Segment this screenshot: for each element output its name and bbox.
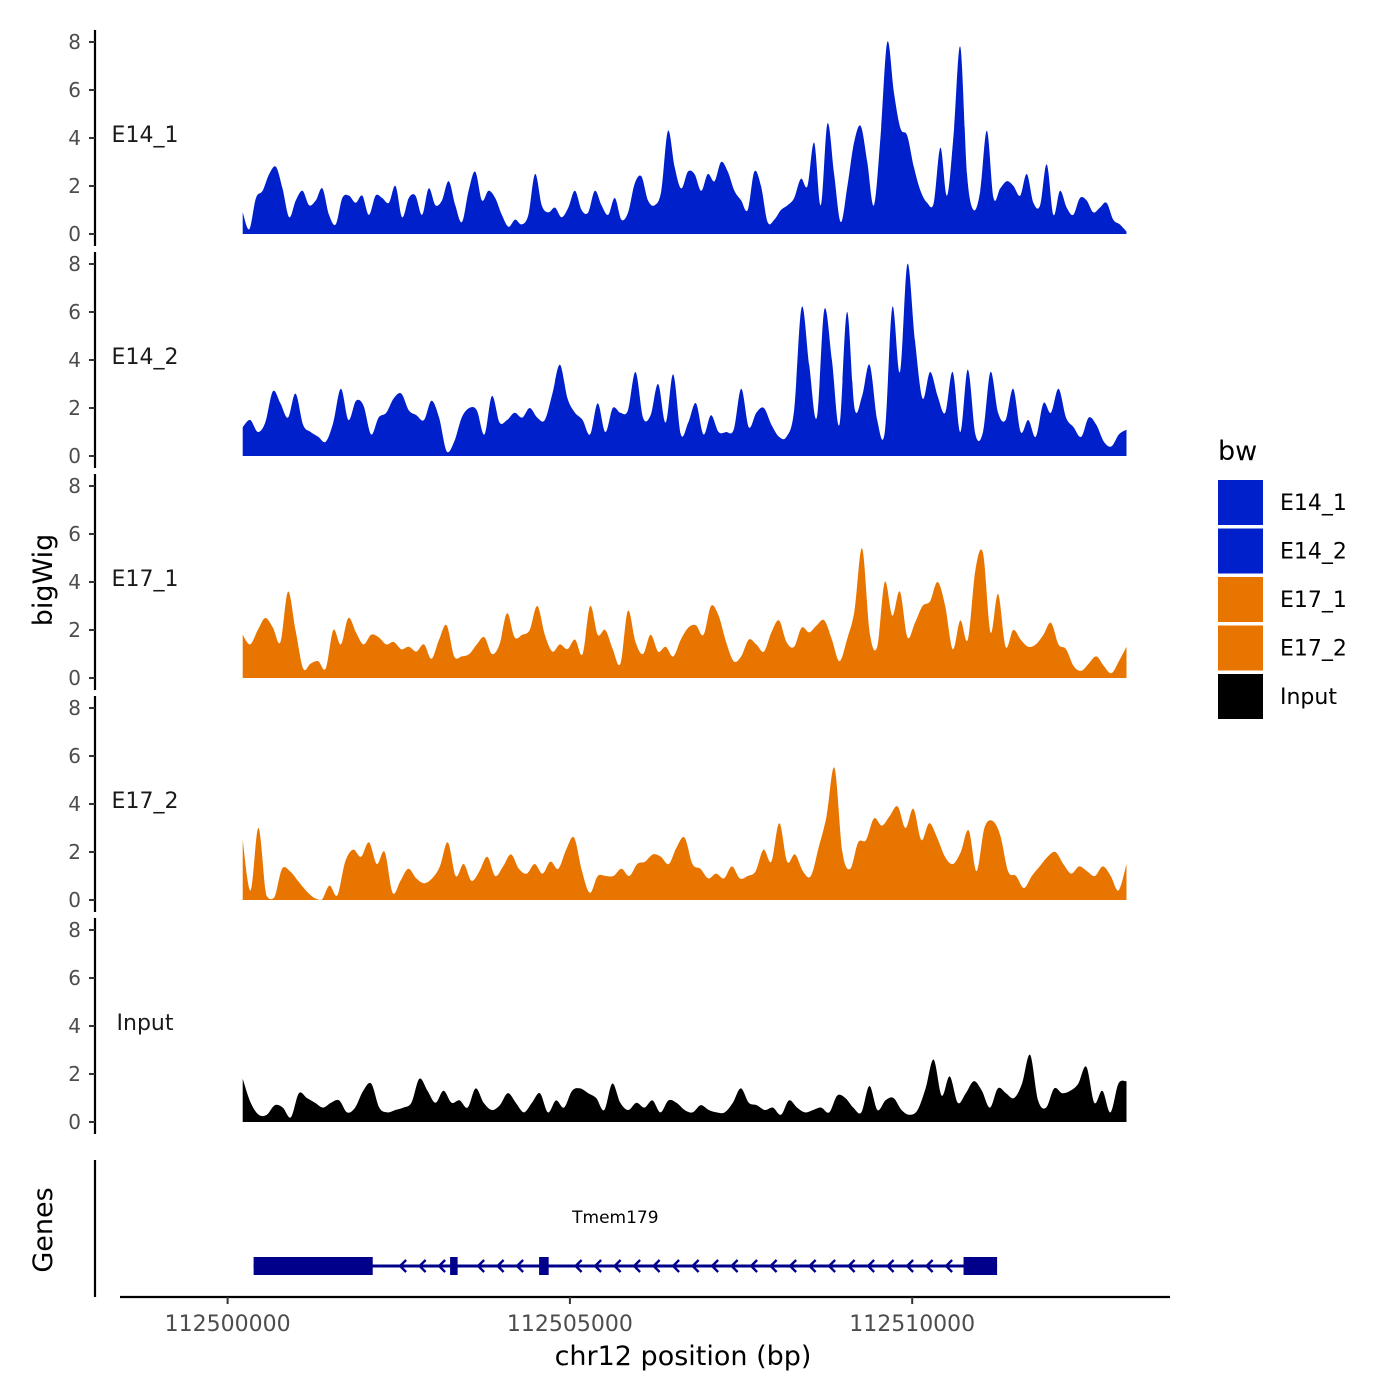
legend-item-E14_2: E14_2 [1218,528,1347,574]
x-tick-label: 112500000 [165,1312,291,1337]
y-tick-label: 4 [68,1014,81,1038]
gene-exon [963,1257,998,1275]
gene-exon [450,1257,458,1275]
y-tick-label: 2 [68,618,81,642]
legend-item-Input: Input [1218,674,1337,719]
legend-label: Input [1280,685,1337,710]
y-tick-label: 8 [68,252,81,276]
track-label-E14_1: E14_1 [112,123,179,148]
strand-arrow [515,1259,524,1273]
y-tick-label: 8 [68,696,81,720]
legend-item-E14_1: E14_1 [1218,480,1347,525]
y-tick-label: 0 [68,222,81,246]
track-E17_1: 0 2 4 6 8 E17_1 [68,474,1127,690]
strand-arrow [476,1259,485,1273]
signal-area-E17_1 [242,548,1127,678]
track-label-E17_1: E17_1 [112,567,179,592]
y-tick-label: 6 [68,78,81,102]
legend-swatch [1218,674,1263,719]
gene-panel: Tmem179 [93,1160,998,1297]
y-tick-label: 8 [68,918,81,942]
strand-arrow [398,1259,407,1273]
genes-axis-title: Genes [28,1187,59,1272]
strand-arrow [651,1259,661,1273]
track-E14_1: 0 2 4 6 8 E14_1 [68,30,1127,246]
strand-arrow [885,1259,895,1273]
y-tick-label: 6 [68,744,81,768]
strand-arrow [417,1259,427,1273]
strand-arrow [866,1259,875,1273]
signal-area-Input [242,1054,1127,1122]
y-tick-label: 8 [68,474,81,498]
strand-arrow [593,1259,602,1273]
strand-arrow [632,1259,641,1273]
y-tick-label: 8 [68,30,81,54]
y-tick-label: 2 [68,840,81,864]
x-axis: 112500000 112505000 112510000 [120,1295,1170,1337]
signal-area-E17_2 [242,767,1127,900]
strand-arrow [788,1259,797,1273]
legend-label: E14_2 [1280,540,1347,565]
strand-arrow [749,1259,758,1273]
y-tick-label: 4 [68,126,81,150]
legend-title: bw [1218,436,1257,467]
legend-swatch [1218,480,1263,525]
legend-label: E17_1 [1280,588,1347,613]
strand-arrow [905,1259,914,1273]
y-tick-label: 6 [68,300,81,324]
legend-item-E17_1: E17_1 [1218,577,1347,622]
y-tick-label: 0 [68,666,81,690]
y-tick-label: 4 [68,570,81,594]
signal-area-E14_2 [242,263,1127,456]
strand-arrow [768,1259,778,1273]
legend-item-E17_2: E17_2 [1218,625,1347,671]
legend-label: E17_2 [1280,637,1347,662]
y-tick-label: 0 [68,1110,81,1134]
strand-arrow [807,1259,817,1273]
y-tick-label: 0 [68,888,81,912]
track-label-Input: Input [117,1011,174,1036]
y-tick-label: 2 [68,174,81,198]
y-tick-label: 2 [68,1062,81,1086]
strand-arrow [924,1259,934,1273]
strand-arrow [573,1259,583,1273]
y-tick-label: 6 [68,522,81,546]
y-tick-label: 4 [68,792,81,816]
track-E17_2: 0 2 4 6 8 E17_2 [68,696,1127,912]
strand-arrow [944,1259,953,1273]
strand-arrow [495,1259,505,1273]
strand-arrow [612,1259,622,1273]
y-tick-label: 2 [68,396,81,420]
x-tick-label: 112510000 [849,1312,975,1337]
track-Input: 0 2 4 6 8 Input [68,918,1127,1134]
y-axis-title: bigWig [28,534,59,627]
legend: bw E14_1 E14_2 E17_1 E17_2 Input [1218,436,1347,719]
signal-area-E14_1 [242,41,1127,235]
legend-swatch [1218,577,1263,622]
y-tick-label: 0 [68,444,81,468]
legend-swatch [1218,625,1263,671]
strand-arrow [710,1259,719,1273]
gene-name-label: Tmem179 [571,1208,658,1228]
strand-arrow [671,1259,680,1273]
strand-arrow [827,1259,836,1273]
strand-arrow [846,1259,856,1273]
strand-arrow [690,1259,700,1273]
legend-swatch [1218,528,1263,574]
gene-exon [539,1257,549,1275]
legend-label: E14_1 [1280,491,1347,516]
track-E14_2: 0 2 4 6 8 E14_2 [68,252,1127,468]
strand-arrow [729,1259,739,1273]
y-tick-label: 6 [68,966,81,990]
x-axis-title: chr12 position (bp) [555,1341,812,1372]
gene-exon [253,1257,373,1275]
tracks-layer: 0 2 4 6 8 E14_1 0 2 4 6 8 E14_2 0 2 4 6 8 E17_1 0 2 4 6 8 E17_2… [68,30,1127,1134]
track-label-E14_2: E14_2 [112,345,179,370]
x-tick-label: 112505000 [507,1312,633,1337]
track-label-E17_2: E17_2 [112,789,179,814]
strand-arrow [437,1259,446,1273]
y-tick-label: 4 [68,348,81,372]
